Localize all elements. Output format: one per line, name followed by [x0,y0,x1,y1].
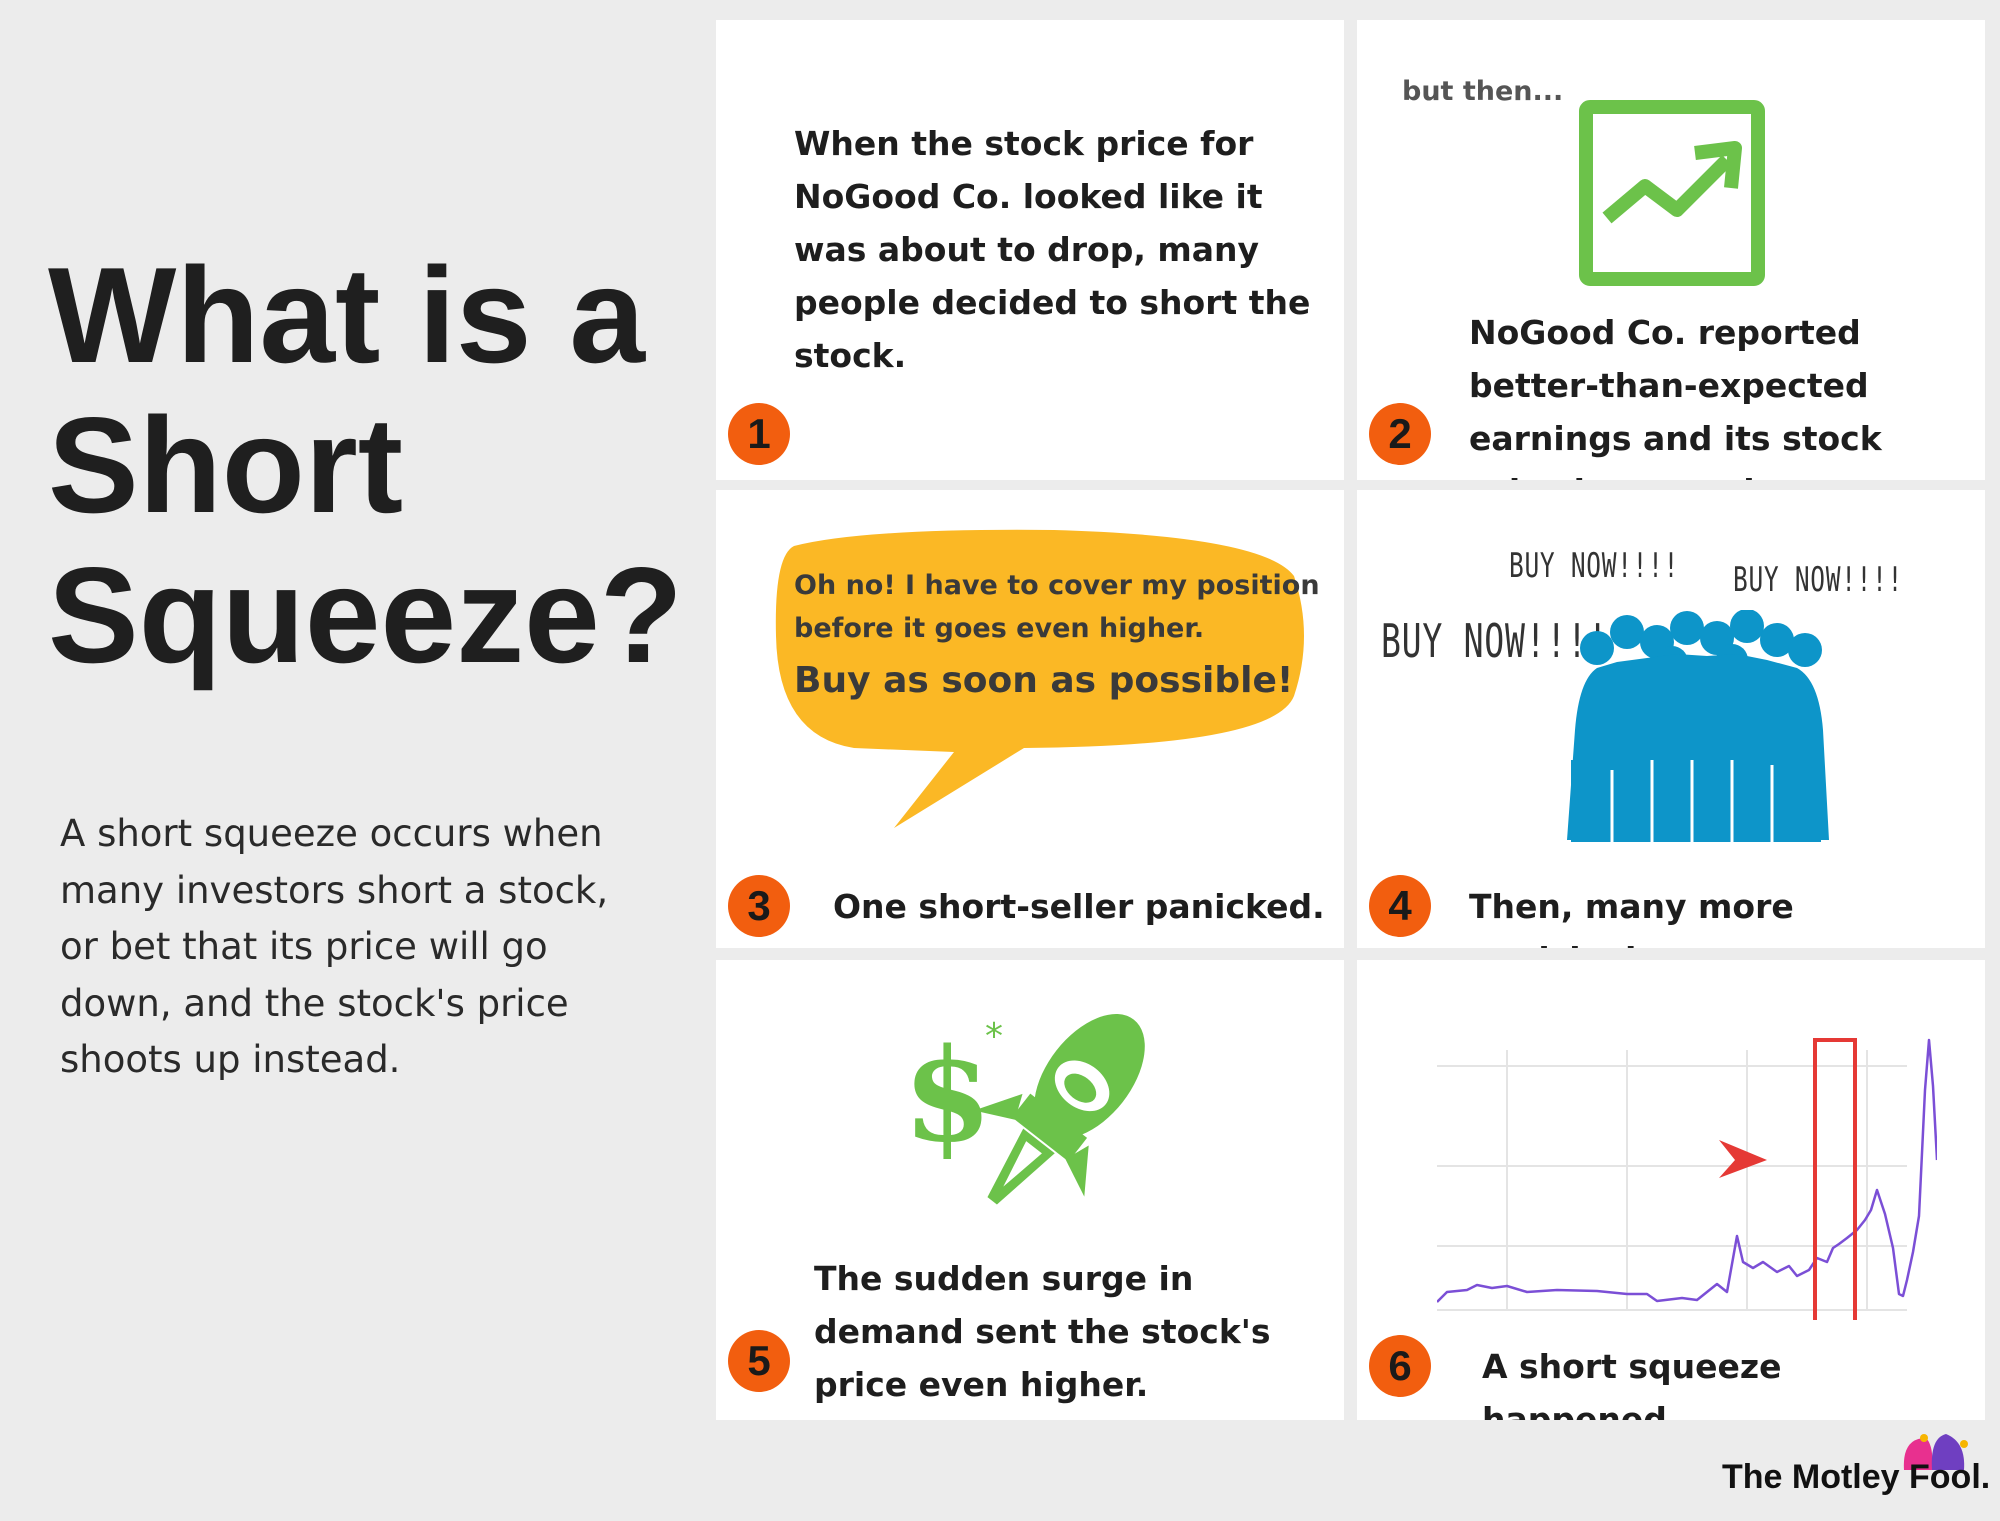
step-2-text: NoGood Co. reported better-than-expected… [1469,313,1882,480]
dollar-rocket-icon: $ * [903,1014,1145,1205]
step-3-text: One short-seller panicked. [833,887,1325,926]
shout-buy-now-1: BUY NOW!!!! [1509,546,1680,586]
shout-buy-now-2: BUY NOW!!!! [1733,560,1904,600]
step-panel-4: BUY NOW!!!! BUY NOW!!!! BUY NOW!!!! 4 Th… [1357,490,1985,948]
shout-buy-now-3: BUY NOW!!!! [1381,614,1609,668]
step-3-badge: 3 [728,875,790,937]
step-1-text: When the stock price for NoGood Co. look… [794,124,1311,375]
step-panel-3: Oh no! I have to cover my position befor… [716,490,1344,948]
step-4-badge: 4 [1369,875,1431,937]
bubble-line-3: Buy as soon as possible! [794,660,1294,701]
rising-chart-icon [1579,100,1765,286]
step-panel-1: When the stock price for NoGood Co. look… [716,20,1344,480]
definition-text: A short squeeze occurs when many investo… [60,812,609,1081]
page-title: What is a Short Squeeze? [48,239,683,691]
step-5-badge: 5 [728,1330,790,1392]
step-6-text: A short squeeze happened. [1482,1347,1782,1420]
svg-text:$: $ [903,1021,992,1171]
motley-fool-logo[interactable]: The Motley Fool. [1722,1458,1991,1496]
step-2-badge: 2 [1369,403,1431,465]
jester-hat-logo-icon [1903,1434,1968,1470]
crowd-silhouette-icon [1567,610,1829,842]
step-1-badge: 1 [728,403,790,465]
step-panel-2: but then... NoGood Co. reported better-t… [1357,20,1985,480]
step-panel-5: $ * The sudden surge in demand sent the … [716,960,1344,1420]
speech-bubble-icon [775,529,1304,828]
step-5-text: The sudden surge in demand sent the stoc… [814,1259,1271,1404]
but-then-note: but then... [1402,76,1564,107]
step-6-badge: 6 [1369,1335,1431,1397]
stock-price-chart [1437,1038,1937,1320]
svg-text:*: * [985,1016,1003,1057]
step-panel-6: 6 A short squeeze happened. [1357,960,1985,1420]
step-4-text: Then, many more panicked. [1469,887,1794,948]
bubble-line-1: Oh no! I have to cover my position [794,570,1320,601]
bubble-line-2: before it goes even higher. [794,613,1205,644]
